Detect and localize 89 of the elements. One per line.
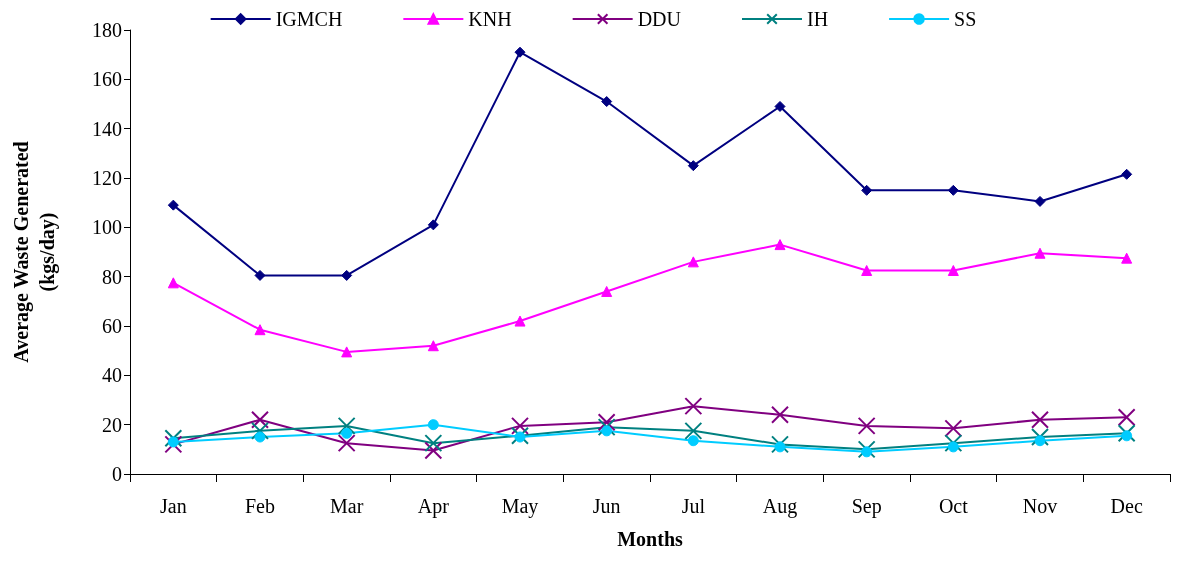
point (167, 199, 179, 211)
point (514, 315, 526, 327)
x-tick-label: Aug (762, 495, 798, 518)
x-tick-label: Jun (592, 495, 621, 517)
point (687, 256, 699, 268)
point (771, 405, 789, 424)
point (947, 184, 959, 196)
point (1031, 410, 1049, 429)
x-tick-label: Sep (851, 495, 882, 518)
x-tick-label: Apr (417, 495, 450, 518)
point (1034, 435, 1046, 447)
point (511, 426, 529, 445)
x-tick-label: Feb (245, 495, 275, 517)
point (254, 269, 266, 281)
point (684, 397, 703, 416)
point (774, 100, 786, 112)
point (341, 427, 353, 439)
point (254, 324, 266, 336)
point (601, 96, 613, 108)
point (684, 421, 703, 440)
legend-label: IGMCH (275, 8, 343, 30)
legend-label: KNH (468, 8, 512, 30)
point (687, 160, 699, 172)
x-tick-label: Nov (1022, 495, 1058, 517)
point (601, 425, 613, 437)
x-tick-label: Jan (160, 495, 187, 517)
point (1034, 195, 1046, 207)
point (337, 416, 356, 435)
legend-label: SS (954, 8, 977, 30)
point (511, 416, 529, 435)
point (167, 277, 179, 289)
y-tick-label: 100 (92, 216, 122, 239)
point (861, 265, 873, 276)
point (514, 431, 526, 443)
point (424, 441, 443, 460)
point (337, 434, 356, 453)
point (944, 419, 963, 438)
point (251, 421, 269, 440)
y-tick-label: 160 (92, 68, 122, 91)
x-tick-label: Mar (330, 495, 364, 517)
point (514, 46, 526, 58)
point (167, 436, 179, 448)
point (597, 413, 616, 432)
y-axis-title: Average Waste Generated (kgs/day) (10, 141, 59, 363)
point (857, 440, 876, 459)
legend-label: DDU (637, 8, 682, 30)
point (427, 340, 439, 352)
x-tick-label: May (501, 495, 539, 518)
point (857, 416, 876, 435)
point (601, 285, 613, 297)
point (341, 346, 353, 358)
y-tick-label: 40 (102, 364, 122, 387)
y-tick-label: 80 (102, 265, 122, 288)
point (1034, 247, 1046, 259)
point (687, 435, 699, 447)
point (947, 265, 959, 276)
y-tick-label: 60 (102, 315, 122, 337)
point (947, 441, 959, 453)
point (1121, 252, 1133, 264)
x-tick-label: Dec (1110, 495, 1143, 517)
point (861, 184, 873, 196)
point (341, 269, 353, 281)
point (254, 431, 266, 443)
point (164, 435, 183, 454)
y-tick-label: 180 (92, 19, 122, 41)
y-tick-label: 120 (92, 167, 122, 189)
point (1121, 168, 1133, 180)
x-axis-title: Months (617, 528, 683, 550)
y-tick-label: 20 (102, 413, 122, 436)
y-tick-label: 140 (92, 117, 122, 140)
point (1117, 424, 1136, 443)
x-tick-label: Oct (938, 495, 969, 517)
point (427, 419, 439, 431)
point (774, 239, 786, 251)
point (771, 435, 789, 454)
point (1031, 428, 1049, 446)
point (861, 446, 873, 458)
point (164, 429, 183, 448)
point (1117, 408, 1136, 427)
point (774, 441, 786, 453)
x-tick-label: Jul (681, 495, 706, 517)
point (427, 219, 439, 231)
point (251, 410, 269, 429)
legend-label: IH (806, 8, 829, 30)
point (1121, 430, 1133, 442)
y-tick-label: 0 (112, 463, 122, 485)
point (597, 418, 616, 437)
point (944, 434, 963, 453)
point (424, 434, 443, 453)
